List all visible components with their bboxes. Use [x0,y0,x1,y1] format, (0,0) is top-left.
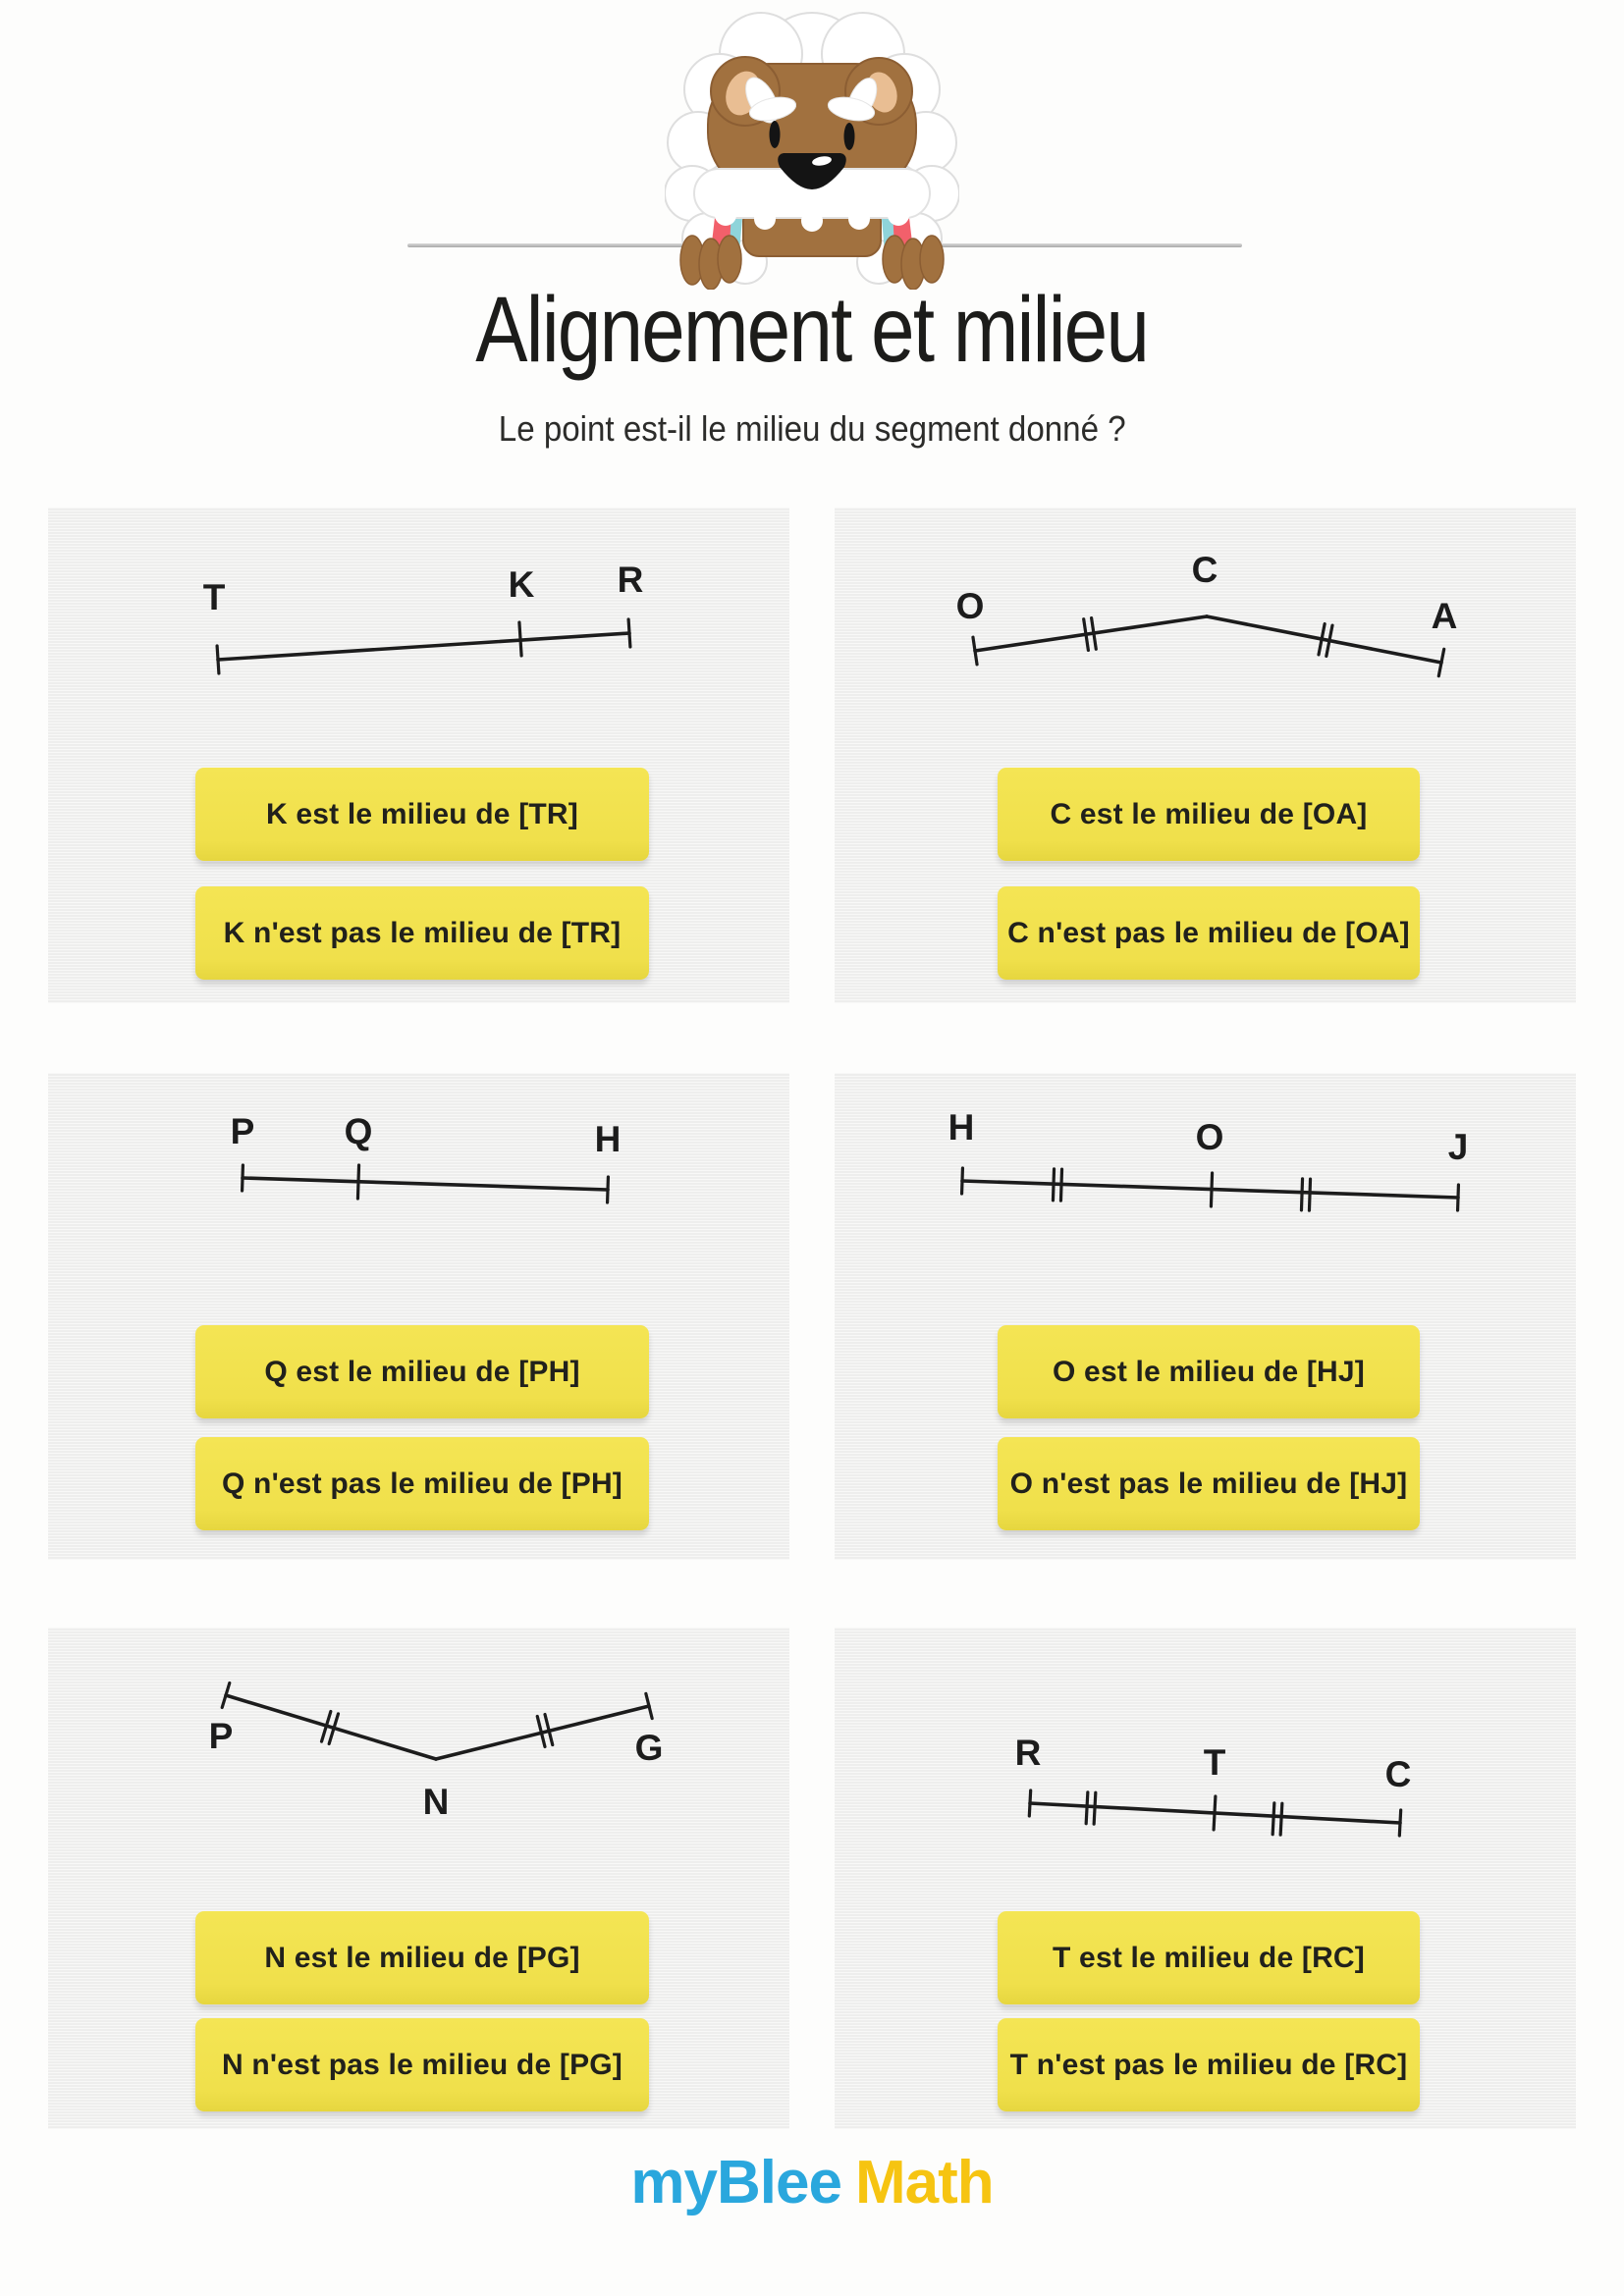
point-label: R [1015,1733,1042,1773]
segment-diagram-RTC: R T C [1015,1733,1412,1838]
answer-yes-button[interactable]: K est le milieu de [TR] [195,768,649,861]
segment-diagram-PQH: P Q H [231,1111,622,1204]
point-label: A [1432,596,1458,636]
page-title: Alignement et milieu [475,278,1151,382]
segment-diagram-HOJ: H O J [948,1107,1469,1212]
answer-yes-button[interactable]: T est le milieu de [RC] [998,1911,1420,2004]
point-label: R [618,560,644,600]
point-label: O [1196,1117,1224,1157]
segment-diagram-OCA: O C A [956,550,1458,678]
mascot-paws [679,235,945,290]
exercise-panel-5: P N G N est le milieu de [PG] N n'est pa… [48,1628,789,2129]
point-label: T [203,577,226,617]
answer-no-button[interactable]: K n'est pas le milieu de [TR] [195,886,649,980]
answer-no-button[interactable]: N n'est pas le milieu de [PG] [195,2018,649,2111]
point-label: C [1192,550,1218,590]
answer-yes-button[interactable]: N est le milieu de [PG] [195,1911,649,2004]
page-subtitle: Le point est-il le milieu du segment don… [498,408,1126,449]
answer-no-button[interactable]: O n'est pas le milieu de [HJ] [998,1437,1420,1530]
point-label: P [231,1111,255,1151]
point-label: T [1204,1742,1226,1783]
myblee-dog-mascot [665,12,959,290]
exercise-panel-2: O C A C est le milieu de [OA] C n'est pa… [835,507,1576,1003]
mascot-nose-highlight [812,156,832,166]
exercise-panel-6: R T C T est le milieu de [RC] T n'est pa… [835,1628,1576,2129]
point-label: Q [345,1111,373,1151]
mascot-eyebrow-tufts [748,96,876,122]
answer-no-button[interactable]: C n'est pas le milieu de [OA] [998,886,1420,980]
point-label: G [635,1728,664,1768]
answer-yes-button[interactable]: O est le milieu de [HJ] [998,1325,1420,1418]
point-label: N [423,1782,450,1822]
exercise-panel-4: H O J O est le milieu de [HJ] O n'est pa… [835,1073,1576,1560]
answer-no-button[interactable]: T n'est pas le milieu de [RC] [998,2018,1420,2111]
segment-diagram-PNG: P N G [209,1681,664,1822]
answer-no-button[interactable]: Q n'est pas le milieu de [PH] [195,1437,649,1530]
mascot-eyes [769,121,855,150]
answer-yes-button[interactable]: C est le milieu de [OA] [998,768,1420,861]
myblee-math-logo: myBlee Math [0,2148,1624,2217]
exercise-panel-1: T K R K est le milieu de [TR] K n'est pa… [48,507,789,1003]
logo-math: Math [854,2149,995,2216]
point-label: K [509,564,535,605]
logo-myblee: myBlee [630,2149,842,2216]
point-label: P [209,1716,234,1756]
exercise-panel-3: P Q H Q est le milieu de [PH] Q n'est pa… [48,1073,789,1560]
point-label: J [1448,1127,1469,1167]
point-label: H [948,1107,975,1148]
answer-yes-button[interactable]: Q est le milieu de [PH] [195,1325,649,1418]
segment-diagram-TKR: T K R [203,560,644,675]
point-label: O [956,586,985,626]
point-label: H [595,1119,622,1159]
point-label: C [1385,1754,1412,1794]
